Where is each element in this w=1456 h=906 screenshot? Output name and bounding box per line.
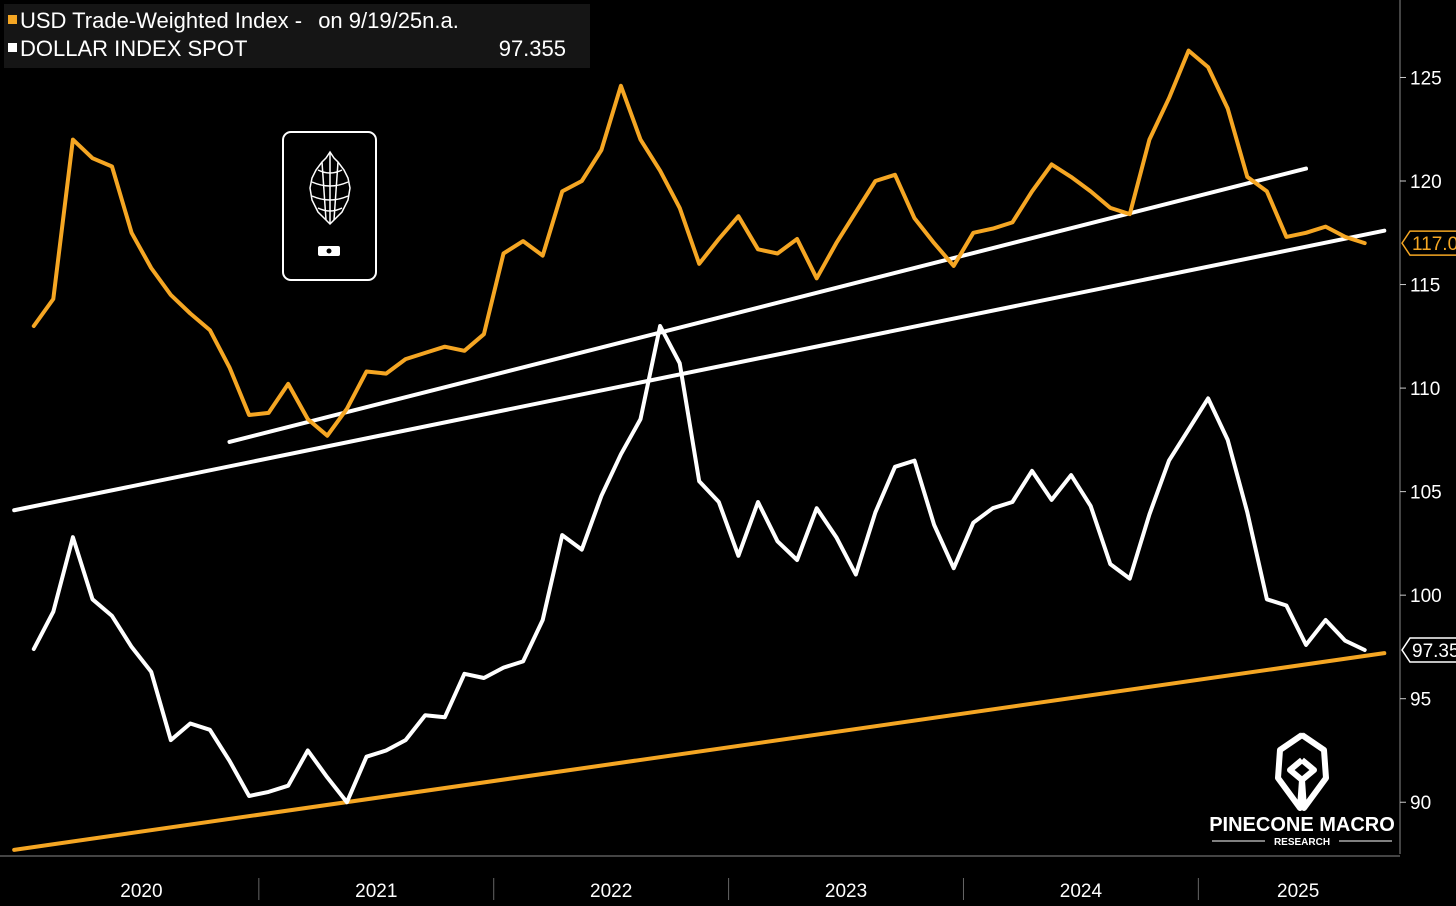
legend-row-trade-weighted: USD Trade-Weighted Index - on 9/19/25n.a… xyxy=(8,8,459,34)
last-value-label: 117.0 xyxy=(1412,234,1456,255)
series-line-1 xyxy=(31,48,1367,438)
series-lines xyxy=(31,48,1367,805)
y-tick-label: 105 xyxy=(1410,483,1442,504)
last-value-tag-1: 117.0 xyxy=(1401,230,1456,256)
series-line-2 xyxy=(31,324,1367,805)
legend: USD Trade-Weighted Index - on 9/19/25n.a… xyxy=(4,4,590,68)
y-tick-label: 100 xyxy=(1410,586,1442,607)
x-tick-label: 2021 xyxy=(355,881,397,902)
legend-label-dxy: DOLLAR INDEX SPOT xyxy=(20,36,248,61)
y-tick-label: 95 xyxy=(1410,690,1431,711)
legend-row-dxy: DOLLAR INDEX SPOT xyxy=(8,36,247,62)
legend-value-dxy: 97.355 xyxy=(498,36,566,61)
y-tick-label: 110 xyxy=(1410,379,1440,400)
x-tick-label: 2023 xyxy=(825,881,867,902)
trendline-1 xyxy=(12,228,1387,513)
legend-swatch-white xyxy=(8,43,17,52)
legend-date-note: on 9/19/25 xyxy=(318,8,423,33)
y-tick-label: 115 xyxy=(1410,276,1440,297)
brand-name: PINECONE MACRO xyxy=(1209,814,1395,836)
legend-label-trade-weighted: USD Trade-Weighted Index - xyxy=(20,8,303,33)
x-tick-label: 2022 xyxy=(590,881,632,902)
trendline-2 xyxy=(227,166,1309,444)
y-tick-label: 90 xyxy=(1410,793,1431,814)
last-value-tag-2: 97.35 xyxy=(1401,637,1456,663)
y-tick-label: 120 xyxy=(1410,172,1442,193)
pinecone-macro-logo: PINECONE MACRO RESEARCH xyxy=(1209,732,1395,848)
legend-value-trade-weighted: n.a. xyxy=(422,8,459,33)
trendline-3 xyxy=(12,651,1387,852)
y-tick-label: 125 xyxy=(1410,68,1442,89)
last-value-label: 97.35 xyxy=(1412,641,1456,662)
legend-swatch-orange xyxy=(8,15,17,24)
pinecone-card-logo xyxy=(282,131,377,281)
x-tick-label: 2025 xyxy=(1277,881,1319,902)
x-tick-label: 2024 xyxy=(1060,881,1103,902)
pinecone-icon xyxy=(309,150,351,226)
brand-sub: RESEARCH xyxy=(1274,837,1330,848)
x-tick-label: 2020 xyxy=(120,881,162,902)
